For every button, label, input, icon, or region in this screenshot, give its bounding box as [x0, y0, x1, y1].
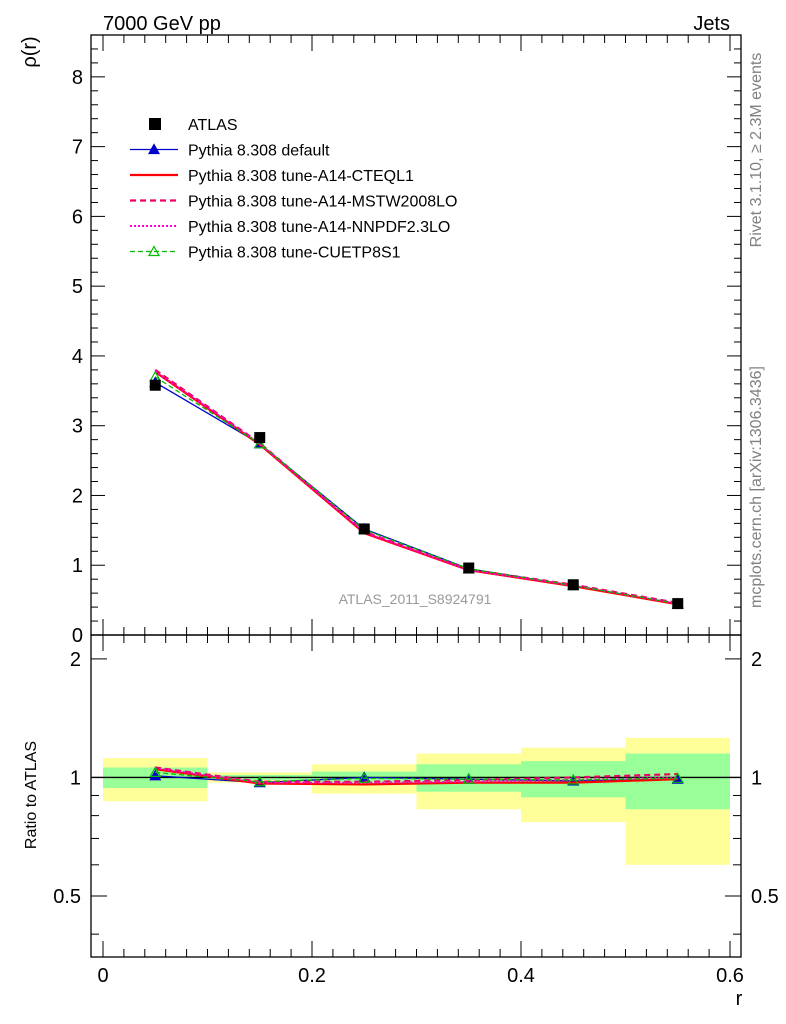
ratio-y-tick-label-right: 0.5: [751, 886, 779, 908]
main-y-tick-label: 0: [72, 625, 83, 647]
legend-marker-data: [149, 118, 161, 130]
ratio-marker-cuetp-1: [253, 775, 266, 787]
ratio-x-tick-label: 0.2: [298, 965, 326, 987]
ratio-y-tick-label: 0.5: [53, 886, 81, 908]
ratio-y-tick-label-right: 2: [751, 649, 762, 671]
ratio-marker-cuetp-3: [462, 772, 475, 784]
ratio-line-cuetp: [155, 771, 678, 783]
ratio-marker-cuetp-0: [149, 766, 162, 777]
legend-label-default: Pythia 8.308 default: [188, 143, 330, 160]
ratio-marker-cuetp-2: [358, 772, 371, 783]
ratio-x-tick-label: 0: [97, 965, 108, 987]
legend-label-nnpdf: Pythia 8.308 tune-A14-NNPDF2.3LO: [188, 219, 450, 236]
legend: ATLAS Pythia 8.308 default Pythia 8.308 tu…: [130, 117, 457, 262]
main-data-point-5: [672, 598, 684, 610]
ratio-marker-cuetp-5: [671, 772, 684, 783]
ratio-y-tick-label: 1: [70, 767, 81, 789]
ratio-marker-default-0: [149, 769, 162, 781]
ratio-line-mstw: [155, 766, 678, 783]
mcplots-text: mcplots.cern.ch [arXiv:1306.3436]: [748, 366, 765, 608]
main-line-cteql1: [154, 371, 678, 606]
main-y-tick-label: 2: [72, 485, 83, 507]
main-y-axis-label: ρ(r): [19, 36, 41, 67]
main-data-point-2: [358, 523, 370, 535]
ratio-marker-cuetp-4: [567, 773, 580, 785]
ratio-y-tick-label: 2: [70, 649, 81, 671]
legend-marker-default: [147, 143, 161, 155]
legend-marker-cuetp: [147, 245, 161, 257]
ratio-x-tick-label: 0.4: [507, 965, 535, 987]
ratio-x-tick-label: 0.6: [716, 965, 744, 987]
main-y-tick-label: 7: [72, 137, 83, 159]
legend-label-cteql1: Pythia 8.308 tune-A14-CTEQL1: [188, 168, 414, 185]
x-axis-label: r: [736, 988, 743, 1010]
main-y-tick-label: 6: [72, 206, 83, 228]
main-y-tick-label: 8: [72, 67, 83, 89]
main-y-tick-label: 5: [72, 276, 83, 298]
main-line-default: [154, 381, 678, 605]
header-left: 7000 GeV pp: [103, 13, 221, 35]
rivet-version-text: Rivet 3.1.10, ≥ 2.3M events: [748, 53, 765, 248]
main-line-nnpdf: [154, 370, 678, 605]
main-marker-cuetp-1: [253, 437, 266, 449]
main-data-point-1: [254, 432, 266, 444]
main-data-point-0: [149, 379, 161, 391]
main-y-tick-label: 1: [72, 555, 83, 577]
legend-label-data: ATLAS: [188, 117, 238, 134]
legend-label-cuetp: Pythia 8.308 tune-CUETP8S1: [188, 245, 401, 262]
main-line-cuetp: [154, 376, 678, 605]
main-data-point-3: [463, 562, 475, 574]
main-y-tick-label: 3: [72, 416, 83, 438]
header-right: Jets: [693, 13, 730, 35]
main-panel-series: [149, 368, 684, 610]
ratio-y-axis-label: Ratio to ATLAS: [23, 741, 40, 849]
analysis-watermark: ATLAS_2011_S8924791: [339, 591, 492, 607]
ratio-y-tick-label-right: 1: [751, 767, 762, 789]
main-data-point-4: [567, 579, 579, 591]
axes-frames: 0 1 2 3 4 5 6 7 8 0 0.2 0.4 0.6 0.5 0.5 1 1 2 2: [53, 34, 779, 987]
main-line-mstw: [154, 368, 678, 604]
main-y-tick-label: 4: [72, 346, 83, 368]
ratio-panel-series: [91, 766, 741, 788]
ratio-uncertainty-bands: [103, 737, 730, 865]
legend-label-mstw: Pythia 8.308 tune-A14-MSTW2008LO: [188, 194, 457, 211]
